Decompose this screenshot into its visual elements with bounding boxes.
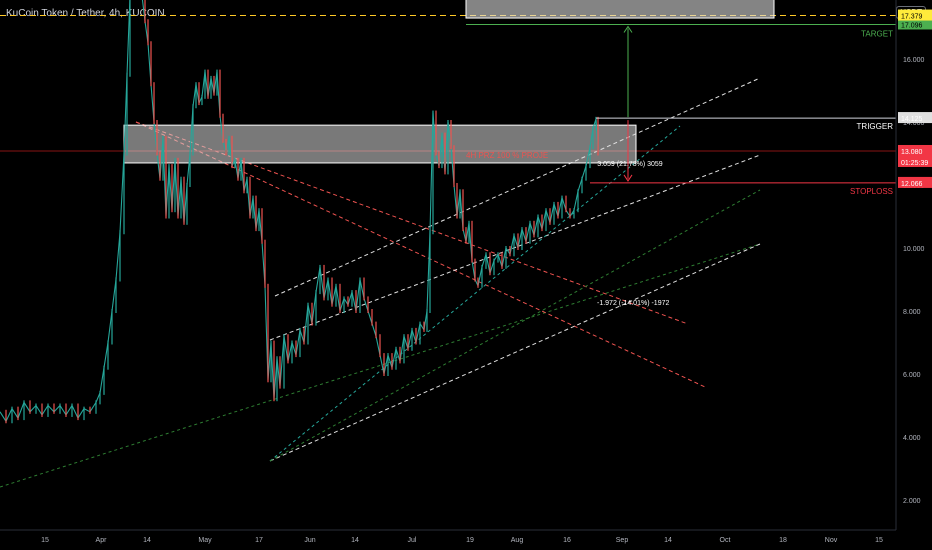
prz-zone-box[interactable] <box>123 124 637 164</box>
price-series-layer <box>0 0 599 424</box>
teal-trend-line <box>269 125 681 462</box>
time-axis: 15 Apr 14 May 17 Jun 14 Jul 19 Aug 16 Sep 14 Oct 18 Nov… <box>0 529 896 544</box>
x-tick-label: Jul <box>408 537 417 544</box>
x-tick-label: 18 <box>779 537 787 544</box>
trendlines-layer <box>0 15 896 488</box>
stop-measure-label: -1.972 (-14.01%) -1972 <box>597 300 669 307</box>
x-tick-label: 16 <box>563 537 571 544</box>
zones-layer <box>123 0 775 164</box>
x-tick-label: 15 <box>41 537 49 544</box>
price-tag-current-countdown: 01:25:39 <box>901 160 928 167</box>
levels-layer: TARGET TRIGGER STOPLOSS <box>466 23 896 196</box>
x-tick-label: 19 <box>466 537 474 544</box>
price-line <box>0 0 599 423</box>
channel-mid-line <box>269 154 761 341</box>
channel-upper-line <box>274 77 761 297</box>
green-channel-line <box>269 189 761 462</box>
y-tick-label: 6.000 <box>903 372 921 379</box>
price-tag-current: 13.080 <box>901 149 923 156</box>
target-label: TARGET <box>861 29 893 38</box>
x-tick-label: 17 <box>255 537 263 544</box>
measure-up-arrowhead <box>623 25 633 33</box>
y-tick-label: 16.000 <box>903 57 925 64</box>
y-tick-label: 14.000 <box>903 120 925 127</box>
x-tick-label: 14 <box>351 537 359 544</box>
price-axis: 2.0004.0006.0008.00010.00012.00014.00016… <box>895 0 932 530</box>
y-tick-label: 18.000 <box>903 0 925 1</box>
trigger-label: TRIGGER <box>857 122 894 131</box>
stoploss-label: STOPLOSS <box>850 187 893 196</box>
price-tag-trigger-bg <box>898 112 932 124</box>
price-tag-stoploss: 12.066 <box>901 181 923 188</box>
price-tag-trigger: 14.125 <box>901 116 923 123</box>
projection-measure-label: 3.059 (21.73%) 3059 <box>597 161 662 168</box>
x-tick-label: Oct <box>720 537 731 544</box>
x-tick-label: Nov <box>825 537 838 544</box>
price-tag-target: 17.096 <box>901 22 923 29</box>
measure-down-arrowhead <box>623 174 633 182</box>
prz-annotation: 4H PRZ 100 % PROJE <box>466 151 548 160</box>
price-tag-target-bg <box>898 18 932 30</box>
x-tick-label: 14 <box>143 537 151 544</box>
price-tag-17379-bg <box>898 9 932 21</box>
x-tick-label: 15 <box>875 537 883 544</box>
x-tick-label: May <box>198 537 212 544</box>
annotations-layer: 4H PRZ 100 % PROJE 3.059 (21.73%) 3059 -1.… <box>466 151 669 307</box>
x-tick-label: Jun <box>304 537 315 544</box>
channel-lower-line <box>269 243 761 462</box>
y-tick-label: 4.000 <box>903 435 921 442</box>
chart-title: KuCoin Token / Tether, 4h, KUCOIN <box>6 8 165 19</box>
price-tag-current-bg <box>898 144 932 167</box>
x-tick-label: Sep <box>616 537 629 544</box>
x-tick-label: Aug <box>511 537 524 544</box>
y-tick-label: 2.000 <box>903 498 921 505</box>
price-tag-17379: 17.379 <box>901 14 923 21</box>
price-tag-stoploss-bg <box>898 176 932 188</box>
projection-box[interactable] <box>465 0 775 19</box>
y-tick-label: 10.000 <box>903 246 925 253</box>
x-tick-label: 14 <box>664 537 672 544</box>
y-tick-label: 8.000 <box>903 309 921 316</box>
green-trend-line <box>0 243 761 488</box>
x-tick-label: Apr <box>96 537 108 544</box>
